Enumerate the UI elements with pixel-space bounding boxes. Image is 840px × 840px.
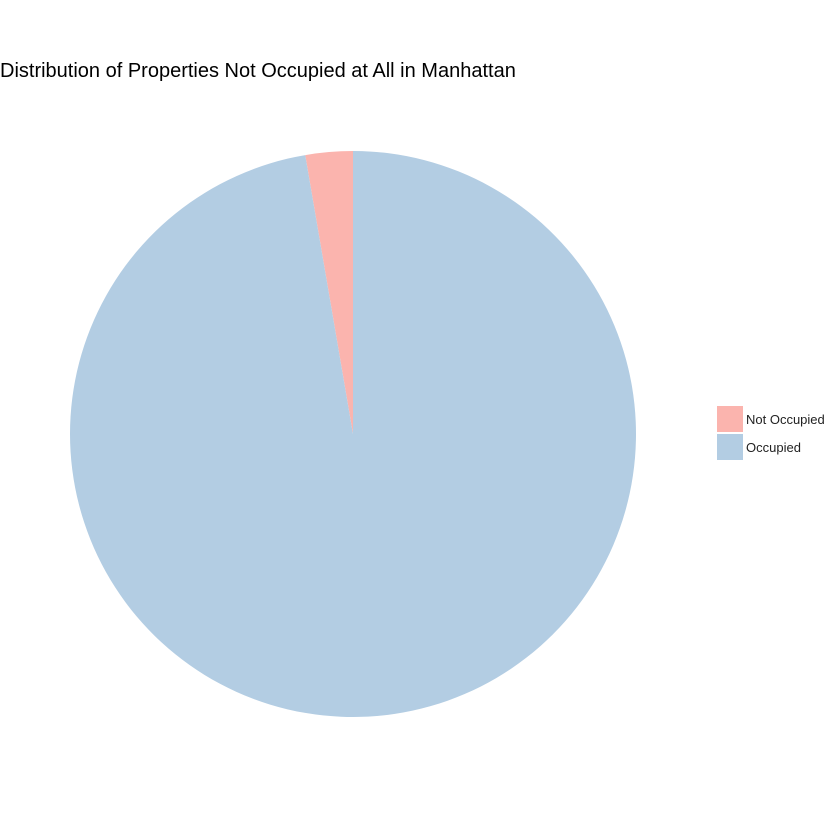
- legend-label-not-occupied: Not Occupied: [746, 412, 825, 427]
- legend-key-occupied: [717, 434, 743, 460]
- legend-key-not-occupied: [717, 406, 743, 432]
- legend-label-occupied: Occupied: [746, 440, 801, 455]
- pie-slice-occupied: [69, 151, 636, 717]
- pie-slices: [69, 151, 636, 717]
- chart-title: Distribution of Properties Not Occupied …: [0, 60, 516, 82]
- legend: Not Occupied Occupied: [717, 406, 825, 460]
- pie-slice-not-occupied: [305, 151, 353, 434]
